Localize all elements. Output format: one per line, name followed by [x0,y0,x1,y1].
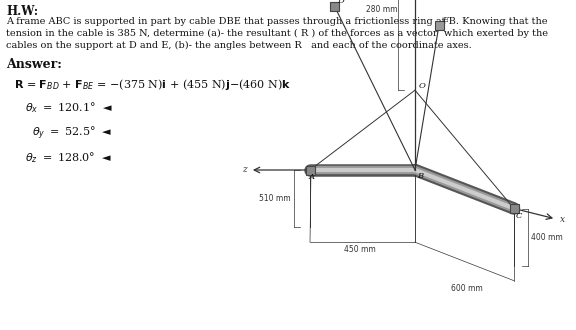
Text: A frame ABC is supported in part by cable DBE that passes through a frictionless: A frame ABC is supported in part by cabl… [6,17,548,26]
Text: 280 mm: 280 mm [366,5,398,14]
Text: $\theta$$_{\mathit{y}}$ $=$ 52.5°  ◄: $\theta$$_{\mathit{y}}$ $=$ 52.5° ◄ [32,125,112,143]
Text: 450 mm: 450 mm [344,245,376,254]
Text: cables on the support at D and E, (b)- the angles between R   and each of the co: cables on the support at D and E, (b)- t… [6,41,472,50]
Text: O: O [419,82,426,90]
Text: 400 mm: 400 mm [531,233,563,242]
FancyBboxPatch shape [434,20,444,29]
FancyBboxPatch shape [305,166,314,175]
Text: H.W:: H.W: [6,5,38,18]
Text: E: E [442,16,448,24]
FancyBboxPatch shape [330,2,339,11]
Text: tension in the cable is 385 N, determine (a)- the resultant ( R ) of the forces : tension in the cable is 385 N, determine… [6,29,548,38]
Text: x: x [560,214,565,223]
Text: 600 mm: 600 mm [450,284,482,293]
Text: B: B [417,172,423,180]
Text: A: A [309,173,315,181]
Text: z: z [242,166,247,175]
Text: $\mathbf{R}$ = $\mathbf{F}$$_{\mathit{BD}}$ + $\mathbf{F}$$_{\mathit{BE}}$ = $-$: $\mathbf{R}$ = $\mathbf{F}$$_{\mathit{BD… [14,77,291,92]
Text: $\theta$$_{\mathit{x}}$ $=$ 120.1°  ◄: $\theta$$_{\mathit{x}}$ $=$ 120.1° ◄ [25,100,112,115]
Text: D: D [338,0,344,5]
Text: Answer:: Answer: [6,58,62,71]
Text: C: C [516,212,522,219]
Text: 510 mm: 510 mm [259,194,291,203]
FancyBboxPatch shape [510,204,518,213]
Text: $\theta$$_{\mathit{z}}$ $=$ 128.0°  ◄: $\theta$$_{\mathit{z}}$ $=$ 128.0° ◄ [25,150,112,165]
